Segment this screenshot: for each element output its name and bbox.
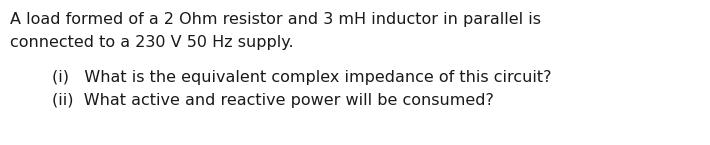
Text: connected to a 230 V 50 Hz supply.: connected to a 230 V 50 Hz supply. bbox=[10, 35, 294, 50]
Text: (ii)  What active and reactive power will be consumed?: (ii) What active and reactive power will… bbox=[52, 93, 494, 108]
Text: A load formed of a 2 Ohm resistor and 3 mH inductor in parallel is: A load formed of a 2 Ohm resistor and 3 … bbox=[10, 12, 541, 27]
Text: (i)   What is the equivalent complex impedance of this circuit?: (i) What is the equivalent complex imped… bbox=[52, 70, 552, 85]
